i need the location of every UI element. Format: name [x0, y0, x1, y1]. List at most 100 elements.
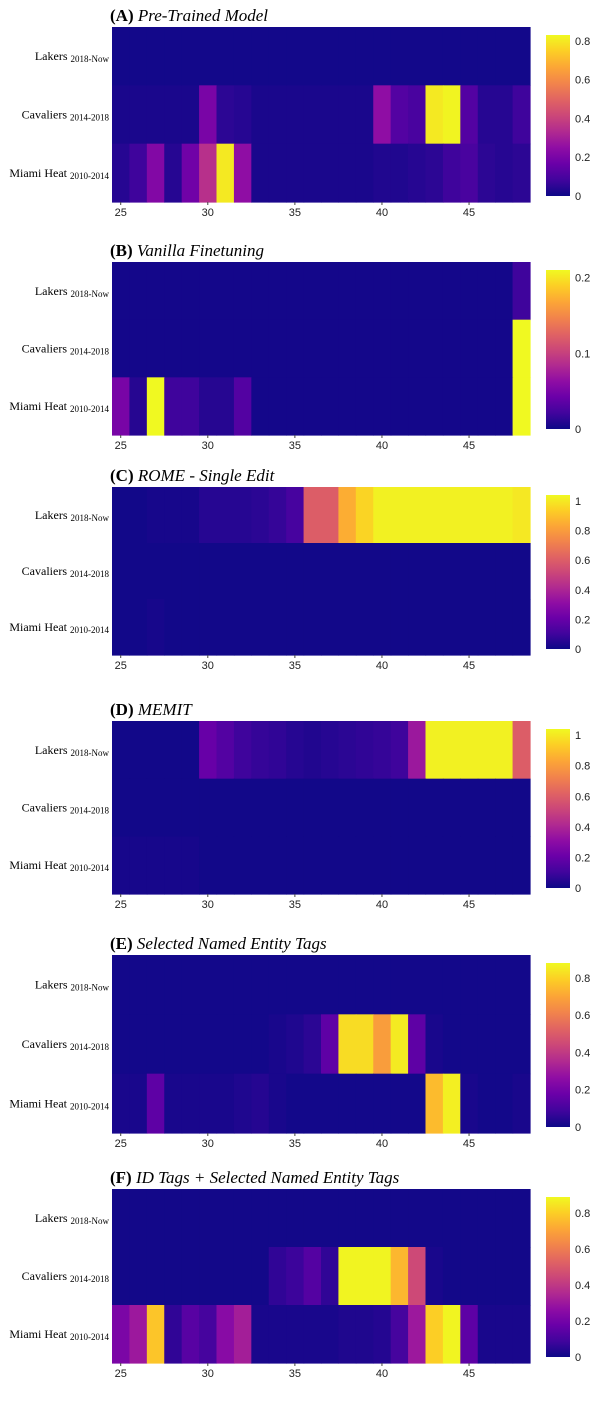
heatmap-cell	[442, 1014, 461, 1075]
heatmap-cell	[112, 377, 131, 436]
heatmap-cell	[477, 1305, 496, 1364]
heatmap-cell	[303, 721, 322, 780]
heatmap-cell	[146, 1189, 165, 1248]
heatmap-cell	[425, 721, 444, 780]
heatmap-cell	[268, 1305, 287, 1364]
colorbar-tick-label: 0.2	[575, 614, 590, 626]
heatmap-cell	[199, 319, 218, 378]
heatmap-cell	[268, 1014, 287, 1075]
heatmap-cell	[321, 85, 340, 145]
heatmap-cell	[112, 85, 131, 145]
heatmap-cell	[303, 836, 322, 895]
heatmap-cell	[112, 319, 131, 378]
heatmap-cell	[233, 778, 252, 837]
heatmap-cell	[164, 778, 183, 837]
row-label: Cavaliers 2014-2018	[22, 1037, 110, 1052]
x-tick-label: 40	[376, 1138, 388, 1150]
heatmap-cell	[425, 377, 444, 436]
panel-label: (B)	[110, 241, 137, 260]
heatmap-cell	[373, 599, 392, 656]
heatmap-cell	[338, 27, 357, 86]
heatmap-cell	[390, 319, 409, 378]
heatmap-cell	[425, 1305, 444, 1364]
heatmap-cell	[338, 262, 357, 321]
heatmap-cell	[129, 1305, 148, 1364]
panel-title: (F) ID Tags + Selected Named Entity Tags	[110, 1168, 400, 1187]
heatmap-cell	[164, 1247, 183, 1306]
heatmap-cell	[251, 262, 270, 321]
panel-e: (E) Selected Named Entity Tags Lakers 201…	[9, 934, 590, 1150]
heatmap-cell	[164, 1189, 183, 1248]
heatmap-cell	[460, 319, 479, 378]
heatmap-cell	[216, 319, 235, 378]
colorbar-tick-label: 0.8	[575, 761, 590, 773]
heatmap-cell	[355, 27, 374, 86]
heatmap-cell	[460, 377, 479, 436]
heatmap-cell	[338, 836, 357, 895]
heatmap-cell	[181, 836, 200, 895]
heatmap-cell	[390, 543, 409, 600]
heatmap-cell	[408, 319, 427, 378]
heatmap-cell	[390, 377, 409, 436]
heatmap-cell	[199, 1014, 218, 1075]
heatmap-cell	[512, 1014, 531, 1075]
colorbar-tick-label: 0.2	[575, 852, 590, 864]
heatmap-cell	[390, 599, 409, 656]
heatmap-cell	[495, 1305, 514, 1364]
heatmap-cell	[460, 487, 479, 544]
x-tick-label: 40	[376, 207, 388, 219]
heatmap-cell	[146, 1305, 165, 1364]
heatmap-cell	[303, 955, 322, 1015]
heatmap-cell	[181, 487, 200, 544]
heatmap-cell	[146, 377, 165, 436]
heatmap-cell	[112, 836, 131, 895]
heatmap-cell	[112, 1247, 131, 1306]
heatmap-cell	[460, 543, 479, 600]
heatmap-cell	[286, 262, 305, 321]
heatmap-cell	[408, 1014, 427, 1075]
heatmap-cell	[338, 543, 357, 600]
heatmap-cell	[338, 487, 357, 544]
row-label: Miami Heat 2010-2014	[9, 399, 109, 414]
heatmap-cell	[460, 1073, 479, 1134]
colorbar-tick-label: 1	[575, 730, 581, 742]
heatmap-cell	[425, 85, 444, 145]
colorbar-tick-label: 0.4	[575, 585, 590, 597]
heatmap-cell	[181, 377, 200, 436]
heatmap-cell	[408, 85, 427, 145]
heatmap-cell	[373, 543, 392, 600]
row-label: Miami Heat 2010-2014	[9, 620, 109, 635]
colorbar-tick-label: 0.2	[575, 1316, 590, 1328]
colorbar	[546, 729, 570, 888]
heatmap-cell	[495, 955, 514, 1015]
heatmap-cell	[216, 778, 235, 837]
heatmap-cell	[303, 1247, 322, 1306]
heatmap-cell	[408, 778, 427, 837]
heatmap-cell	[268, 27, 287, 86]
heatmap-cell	[442, 27, 461, 86]
panel-label: (F)	[110, 1168, 136, 1187]
heatmap-cell	[129, 27, 148, 86]
heatmap-cell	[425, 319, 444, 378]
heatmap-cell	[373, 721, 392, 780]
heatmap-cell	[425, 1014, 444, 1075]
row-label: Cavaliers 2014-2018	[22, 342, 110, 357]
heatmap-cell	[251, 319, 270, 378]
heatmap-cell	[129, 319, 148, 378]
panel-label: (D)	[110, 700, 138, 719]
heatmap-cell	[268, 543, 287, 600]
heatmap-cell	[512, 1247, 531, 1306]
colorbar-tick-label: 0.2	[575, 152, 590, 164]
heatmap-cell	[233, 543, 252, 600]
heatmap-cell	[442, 143, 461, 203]
heatmap-cell	[512, 85, 531, 145]
heatmap-cell	[512, 599, 531, 656]
heatmap-cell	[181, 1247, 200, 1306]
heatmap-cell	[495, 262, 514, 321]
panel-label: (A)	[110, 6, 138, 25]
heatmap-cell	[233, 27, 252, 86]
panel-title: (A) Pre-Trained Model	[110, 6, 268, 25]
heatmap-cell	[512, 955, 531, 1015]
heatmap-cell	[495, 27, 514, 86]
